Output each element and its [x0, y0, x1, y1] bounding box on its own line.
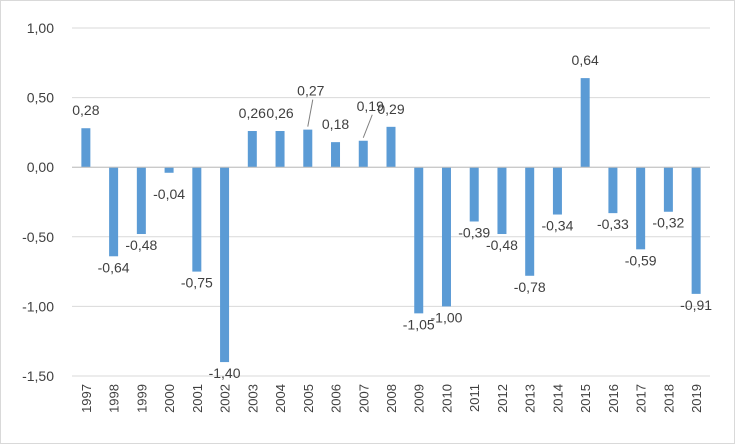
- x-tick-label: 2002: [218, 384, 233, 413]
- x-tick-label: 2008: [384, 384, 399, 413]
- y-tick-label: -1,50: [22, 368, 54, 384]
- data-label: -0,32: [652, 215, 684, 231]
- data-label: -0,78: [514, 279, 546, 295]
- data-label: -0,48: [125, 237, 157, 253]
- x-tick-label: 2013: [523, 384, 538, 413]
- bar-2015: [580, 78, 590, 168]
- bar-1999: [136, 167, 146, 235]
- bar-2004: [275, 131, 285, 168]
- y-tick-label: -1,00: [22, 298, 54, 314]
- x-tick-label: 1997: [79, 384, 94, 413]
- bar-2003: [247, 131, 257, 168]
- data-label: -0,33: [597, 216, 629, 232]
- x-tick-label: 1999: [134, 384, 149, 413]
- data-label: 0,26: [239, 105, 266, 121]
- y-tick-label: 0,50: [27, 90, 54, 106]
- x-tick-label: 2018: [661, 384, 676, 413]
- x-tick-label: 2004: [273, 384, 288, 413]
- data-label: 0,18: [322, 116, 349, 132]
- leader-line: [362, 114, 373, 138]
- data-label: -1,40: [209, 365, 241, 381]
- bar-2007: [358, 140, 368, 168]
- x-tick-label: 2009: [412, 384, 427, 413]
- data-label: -0,91: [680, 297, 712, 313]
- data-label: 0,28: [72, 102, 99, 118]
- data-label: -0,75: [181, 275, 213, 291]
- x-tick-label: 2000: [162, 384, 177, 413]
- bar-series: [81, 78, 701, 363]
- data-label: 0,19: [357, 98, 384, 114]
- bar-2009: [414, 167, 424, 314]
- bar-1997: [81, 128, 91, 168]
- data-label: 0,29: [377, 101, 404, 117]
- bar-2008: [386, 126, 396, 168]
- bar-2011: [469, 167, 479, 222]
- bar-2010: [441, 167, 451, 307]
- data-label: 0,27: [297, 83, 324, 99]
- data-label: -0,34: [541, 218, 573, 234]
- data-label: -0,39: [458, 224, 490, 240]
- bar-2002: [220, 167, 230, 363]
- data-label: -1,00: [431, 309, 463, 325]
- bar-2001: [192, 167, 202, 272]
- bar-2018: [663, 167, 673, 212]
- y-tick-label: -0,50: [22, 229, 54, 245]
- x-tick-label: 2012: [495, 384, 510, 413]
- data-label: -0,64: [98, 259, 130, 275]
- x-tick-label: 2014: [550, 384, 565, 413]
- bar-2016: [608, 167, 618, 214]
- x-tick-label: 2017: [634, 384, 649, 413]
- leader-line: [307, 99, 314, 127]
- x-tick-label: 2005: [301, 384, 316, 413]
- bar-1998: [109, 167, 119, 257]
- x-tick-label: 2011: [467, 384, 482, 412]
- x-axis-tick-labels: 1997 1998 1999 2000 2001 2002 2003 2004 2005 2006…: [79, 384, 704, 413]
- data-label: 0,64: [572, 52, 599, 68]
- data-label: -0,59: [625, 252, 657, 268]
- x-tick-label: 1998: [107, 384, 122, 413]
- bar-2005: [303, 129, 313, 168]
- x-tick-label: 2007: [356, 384, 371, 413]
- bar-2000: [164, 167, 174, 173]
- data-label: 0,26: [266, 105, 293, 121]
- data-label: -0,04: [153, 186, 185, 202]
- bar-2006: [331, 142, 341, 168]
- bar-2013: [525, 167, 535, 276]
- x-tick-label: 2019: [689, 384, 704, 413]
- x-tick-label: 2006: [329, 384, 344, 413]
- bar-2019: [691, 167, 701, 294]
- y-tick-label: 0,00: [27, 159, 54, 175]
- data-label: -0,48: [486, 237, 518, 253]
- x-tick-label: 2003: [245, 384, 260, 413]
- y-tick-label: 1,00: [27, 20, 54, 36]
- bar-2012: [497, 167, 507, 235]
- data-label: -1,05: [403, 316, 435, 332]
- data-labels: 0,28-0,64-0,48-0,04-0,75-1,400,26 0,260,2…: [72, 52, 712, 381]
- x-tick-label: 2015: [578, 384, 593, 413]
- bar-2017: [636, 167, 646, 250]
- x-tick-label: 2016: [606, 384, 621, 413]
- x-tick-label: 2001: [190, 384, 205, 413]
- y-axis-tick-labels: 1,00 0,50 0,00 -0,50 -1,00 -1,50: [22, 20, 54, 384]
- bar-2014: [552, 167, 562, 215]
- x-tick-label: 2010: [439, 384, 454, 413]
